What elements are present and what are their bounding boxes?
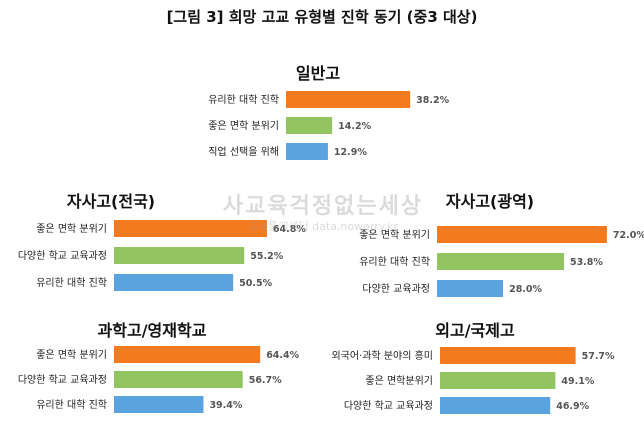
bar [114, 346, 261, 363]
bar [440, 397, 551, 414]
value-label: 72.0% [613, 230, 644, 241]
value-label: 55.2% [250, 251, 283, 262]
value-label: 64.4% [266, 350, 299, 361]
bar [437, 280, 504, 297]
category-label: 다양한 학교 교육과정 [18, 374, 107, 386]
value-label: 50.5% [239, 278, 272, 289]
bar [114, 396, 204, 413]
value-label: 53.8% [570, 257, 603, 268]
bar [114, 274, 234, 291]
bar [286, 117, 333, 134]
bar [286, 91, 411, 108]
category-label: 좋은 면학 분위기 [208, 119, 279, 132]
category-label: 유리한 대학 진학 [208, 94, 279, 106]
panel-title: 자사고(광역) [446, 192, 534, 211]
chart-jasago-regional: 자사고(광역) 좋은 면학 분위기 72.0% 유리한 대학 진학 53.8% 다양한 교… [359, 192, 644, 297]
bar [437, 253, 564, 270]
bar [440, 347, 576, 364]
value-label: 64.8% [273, 224, 306, 235]
category-label: 다양한 학교 교육과정 [18, 250, 107, 262]
value-label: 56.7% [249, 375, 282, 386]
panel-title: 외고/국제고 [435, 321, 515, 340]
panel-title: 일반고 [296, 64, 340, 83]
bar [437, 226, 607, 243]
bar [286, 143, 328, 160]
category-label: 유리한 대학 진학 [36, 277, 107, 289]
value-label: 28.0% [509, 284, 542, 295]
category-label: 좋은 면학 분위기 [359, 228, 430, 241]
panel-title: 과학고/영재학교 [98, 321, 207, 340]
panel-title: 자사고(전국) [67, 192, 155, 211]
value-label: 14.2% [338, 121, 371, 132]
value-label: 39.4% [209, 400, 242, 411]
category-label: 좋은 면학 분위기 [36, 222, 107, 235]
category-label: 유리한 대학 진학 [36, 399, 107, 411]
bar [440, 372, 556, 389]
category-label: 유리한 대학 진학 [359, 256, 430, 268]
value-label: 38.2% [416, 95, 449, 106]
figure-title: [그림 3] 희망 고교 유형별 진학 동기 (중3 대상) [166, 8, 478, 26]
value-label: 12.9% [334, 147, 367, 158]
value-label: 57.7% [582, 351, 615, 362]
chart-jasago-national: 자사고(전국) 좋은 면학 분위기 64.8% 다양한 학교 교육과정 55.2% 유리한… [18, 192, 306, 291]
bar [114, 220, 267, 237]
bar [114, 247, 245, 264]
value-label: 46.9% [556, 401, 589, 412]
category-label: 외국어·과학 분야의 흥미 [331, 349, 433, 362]
category-label: 다양한 학교 교육과정 [344, 400, 433, 412]
category-label: 다양한 교육과정 [362, 283, 430, 295]
bar [114, 371, 243, 388]
category-label: 좋은 면학분위기 [365, 374, 433, 387]
category-label: 직업 선택을 위해 [208, 145, 279, 158]
category-label: 좋은 면학 분위기 [36, 348, 107, 361]
value-label: 49.1% [561, 376, 594, 387]
